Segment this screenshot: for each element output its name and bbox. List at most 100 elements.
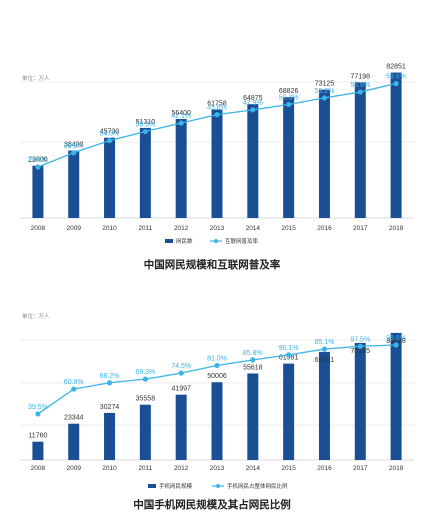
line-value-label: 81.0% [207, 356, 227, 363]
line-value-label: 55.8% [350, 82, 370, 89]
line-point-2012 [178, 370, 184, 376]
bar-2012 [175, 394, 187, 460]
x-tick-label: 2009 [66, 225, 81, 232]
bar-2014 [247, 104, 259, 218]
line-value-label: 95.1% [315, 339, 335, 346]
x-tick-label: 2015 [281, 465, 296, 472]
unit-label: 单位：万人 [22, 312, 50, 320]
line-value-label: 22.6% [28, 157, 48, 164]
line-value-label: 98.6% [386, 335, 406, 342]
line-point-2014 [250, 107, 256, 113]
line-point-2018 [393, 80, 399, 87]
line-value-label: 38.3% [135, 122, 155, 129]
bar-value-label: 77198 [351, 73, 371, 80]
line-value-label: 45.8% [207, 105, 227, 112]
bar-value-label: 81698 [386, 338, 406, 345]
line-point-2013 [214, 112, 220, 118]
bar-value-label: 61981 [279, 355, 299, 362]
x-tick-label: 2014 [246, 225, 261, 232]
x-tick-label: 2008 [31, 465, 46, 472]
line-point-2015 [286, 101, 292, 108]
bar-2015 [283, 363, 295, 460]
bar-2013 [211, 382, 223, 460]
line-value-label: 97.5% [350, 336, 370, 343]
bar-2010 [104, 412, 116, 460]
bar-2012 [175, 118, 187, 218]
line-point-2013 [214, 362, 220, 369]
line-point-2016 [321, 346, 328, 352]
x-tick-label: 2018 [389, 465, 404, 472]
bar-value-label: 51310 [136, 119, 156, 126]
bar-value-label: 55618 [243, 364, 263, 371]
line-point-2017 [357, 89, 363, 95]
bar-2016 [318, 89, 330, 218]
x-tick-label: 2013 [210, 225, 225, 232]
bar-value-label: 30274 [100, 404, 120, 411]
x-tick-label: 2011 [138, 465, 152, 472]
legend-line-label: 手机网民占整体网民比例 [227, 482, 288, 490]
x-tick-label: 2014 [246, 465, 261, 472]
x-tick-label: 2012 [174, 465, 189, 472]
line-value-label: 28.9% [64, 143, 84, 150]
bar-value-label: 68826 [279, 88, 299, 95]
bar-2016 [318, 351, 330, 460]
bar-value-label: 69531 [315, 357, 335, 364]
x-tick-label: 2008 [31, 225, 46, 232]
line-value-label: 47.9% [243, 100, 263, 107]
bar-2011 [139, 127, 151, 218]
line-value-label: 50.3% [279, 94, 299, 101]
legend-line-label: 互联网普及率 [225, 237, 259, 245]
line-value-label: 42.1% [171, 113, 191, 120]
x-tick-label: 2015 [281, 225, 296, 232]
bar-value-label: 23344 [64, 415, 84, 422]
line-point-2010 [106, 380, 113, 386]
x-tick-label: 2010 [102, 225, 117, 232]
line-point-2008 [35, 411, 41, 417]
chart-title: 中国手机网民规模及其占网民比例 [133, 498, 291, 511]
bar-2010 [104, 137, 116, 218]
bar-2017 [354, 82, 366, 218]
x-tick-label: 2010 [102, 465, 117, 472]
bar-value-label: 35558 [136, 396, 156, 403]
x-tick-label: 2009 [66, 465, 81, 472]
chart-title: 中国网民规模和互联网普及率 [144, 258, 281, 271]
line-point-2009 [71, 150, 77, 156]
bar-value-label: 56400 [171, 110, 191, 117]
bar-value-label: 41997 [171, 386, 191, 393]
line-point-2011 [142, 376, 148, 382]
line-point-2010 [106, 137, 113, 144]
bar-2013 [211, 109, 223, 218]
bar-value-label: 64875 [243, 95, 263, 102]
line-point-2011 [142, 128, 148, 135]
line-value-label: 39.5% [28, 404, 48, 411]
bar-value-label: 75265 [351, 348, 371, 355]
x-tick-label: 2016 [317, 465, 332, 472]
bar-2018 [390, 72, 402, 218]
legend-line-marker [216, 484, 220, 488]
bar-2009 [68, 423, 80, 460]
bar-2015 [283, 97, 295, 218]
line-value-label: 66.2% [100, 373, 120, 380]
bar-value-label: 29800 [28, 157, 48, 164]
legend-bar-swatch [165, 239, 173, 243]
unit-label: 单位：万人 [22, 74, 50, 82]
line-value-label: 69.3% [135, 369, 155, 376]
line-value-label: 85.8% [243, 350, 263, 357]
bar-value-label: 50006 [207, 373, 227, 380]
line-point-2008 [35, 164, 41, 170]
line-point-2012 [178, 120, 184, 126]
line-point-2015 [286, 352, 292, 358]
x-tick-label: 2016 [317, 225, 332, 232]
bar-2017 [354, 342, 366, 460]
line-value-label: 60.8% [64, 379, 84, 386]
x-tick-label: 2017 [353, 225, 368, 232]
line-value-label: 34.3% [100, 131, 120, 138]
bar-2008 [32, 165, 44, 218]
line-value-label: 90.1% [279, 345, 299, 352]
legend-bar-label: 网民数 [176, 237, 193, 245]
bar-2014 [247, 373, 259, 460]
x-tick-label: 2013 [210, 465, 225, 472]
x-tick-label: 2017 [353, 465, 368, 472]
legend-line-marker [214, 239, 218, 243]
